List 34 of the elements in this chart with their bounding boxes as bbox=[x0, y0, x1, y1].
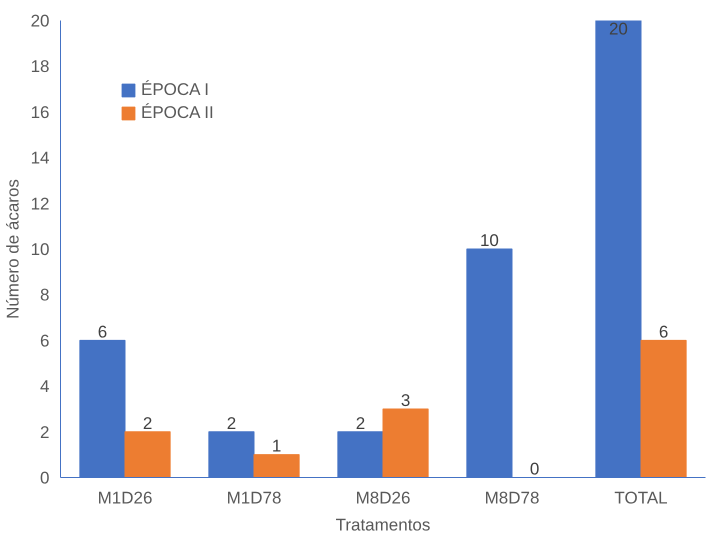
data-label: 10 bbox=[480, 231, 499, 250]
y-tick-label: 10 bbox=[30, 240, 50, 259]
y-tick-label: 12 bbox=[30, 194, 50, 214]
legend-label: ÉPOCA II bbox=[141, 103, 214, 123]
x-tick-label: M8D78 bbox=[484, 488, 540, 508]
data-label: 20 bbox=[608, 20, 628, 38]
y-tick-label: 0 bbox=[40, 468, 50, 488]
data-label: 2 bbox=[226, 414, 236, 433]
x-axis-title: Tratamentos bbox=[336, 516, 430, 534]
x-tick-label: M8D26 bbox=[356, 488, 410, 508]
y-tick-label: 2 bbox=[40, 422, 50, 442]
y-tick-label: 14 bbox=[30, 148, 50, 168]
data-label: 6 bbox=[658, 322, 668, 342]
bar bbox=[254, 454, 300, 478]
legend-label: ÉPOCA I bbox=[141, 80, 210, 100]
bar bbox=[382, 408, 429, 478]
data-label: 0 bbox=[530, 460, 540, 478]
x-tick-label: M1D78 bbox=[226, 488, 282, 508]
x-tick-label: TOTAL bbox=[614, 488, 668, 508]
data-label: 2 bbox=[142, 414, 152, 433]
x-tick-label: M1D26 bbox=[98, 488, 152, 508]
y-tick-label: 8 bbox=[40, 286, 50, 305]
y-tick-label: 16 bbox=[30, 102, 50, 122]
y-tick-label: 6 bbox=[40, 331, 50, 350]
bar bbox=[124, 431, 171, 478]
y-tick-label: 18 bbox=[30, 57, 50, 76]
bar bbox=[640, 340, 687, 478]
y-tick-label: 4 bbox=[40, 377, 50, 396]
data-label: 3 bbox=[400, 390, 410, 410]
data-label: 1 bbox=[272, 436, 282, 456]
data-label: 6 bbox=[98, 322, 108, 342]
y-axis-title: Número de ácaros bbox=[4, 179, 23, 319]
y-tick-label: 20 bbox=[30, 12, 50, 30]
data-label: 2 bbox=[356, 414, 366, 433]
